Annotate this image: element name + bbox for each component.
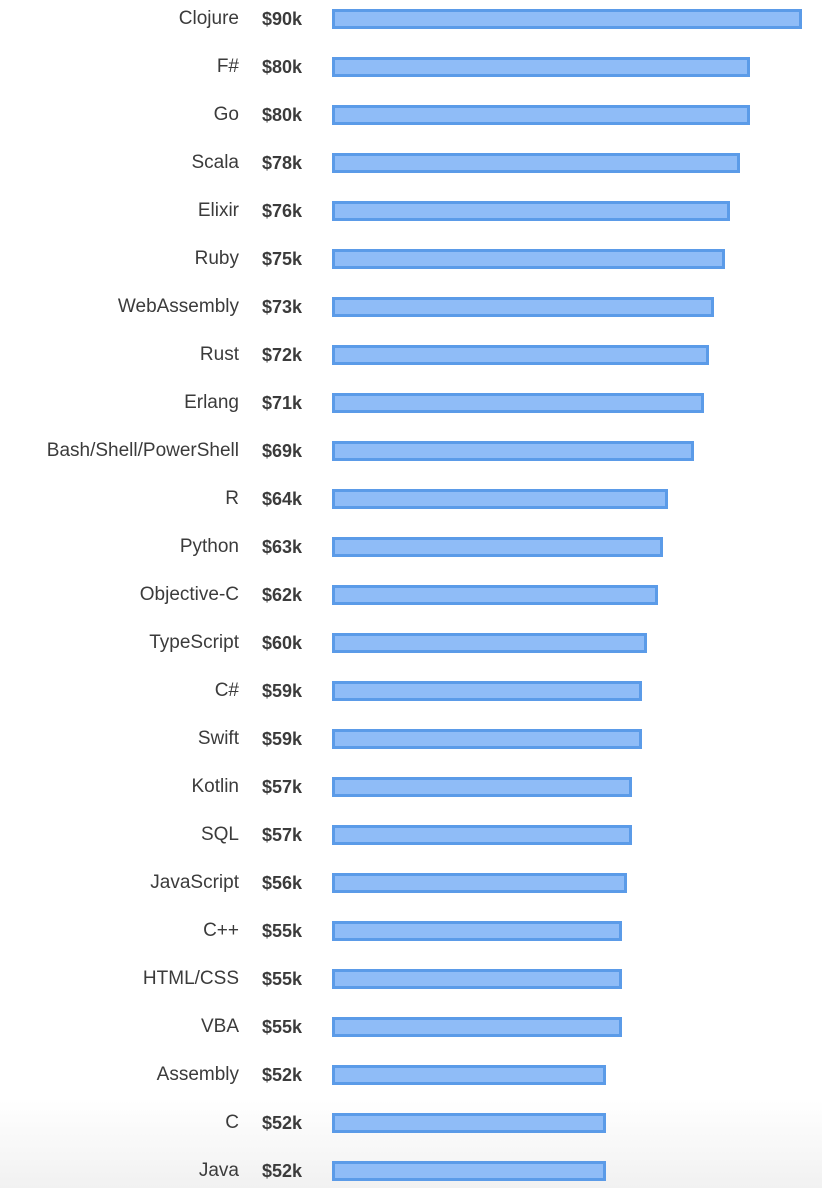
category-label: Elixir	[197, 200, 239, 221]
value-label: $60k	[262, 633, 303, 653]
salary-bar	[332, 57, 750, 77]
value-label: $80k	[262, 57, 303, 77]
category-label: R	[225, 488, 239, 509]
salary-bar	[332, 1161, 606, 1181]
value-label: $76k	[262, 201, 303, 221]
value-label: $64k	[262, 489, 303, 509]
value-label: $72k	[262, 345, 303, 365]
salary-bar	[332, 1065, 606, 1085]
category-label: Scala	[191, 152, 239, 173]
value-label: $62k	[262, 585, 303, 605]
salary-bar	[332, 969, 622, 989]
salary-bar	[332, 201, 730, 221]
value-label: $59k	[262, 729, 303, 749]
salary-bar	[332, 441, 694, 461]
salary-bar	[332, 633, 647, 653]
value-label: $63k	[262, 537, 303, 557]
value-label: $69k	[262, 441, 303, 461]
salary-bar	[332, 681, 642, 701]
salary-bar	[332, 105, 750, 125]
category-label: Erlang	[184, 392, 239, 413]
value-label: $52k	[262, 1161, 303, 1181]
value-label: $71k	[262, 393, 303, 413]
category-label: Clojure	[178, 8, 239, 29]
category-label: TypeScript	[149, 632, 239, 653]
salary-bar	[332, 537, 663, 557]
category-label: Bash/Shell/PowerShell	[46, 440, 239, 461]
category-label: C++	[203, 920, 239, 941]
value-label: $55k	[262, 921, 303, 941]
category-label: JavaScript	[150, 872, 239, 893]
category-label: Go	[213, 104, 239, 125]
value-label: $78k	[262, 153, 303, 173]
value-label: $57k	[262, 777, 303, 797]
category-label: WebAssembly	[117, 296, 239, 317]
salary-bar	[332, 921, 622, 941]
value-label: $75k	[262, 249, 303, 269]
salary-bar	[332, 825, 632, 845]
salary-bar	[332, 1017, 622, 1037]
salary-bar	[332, 153, 740, 173]
salary-bar	[332, 9, 802, 29]
value-label: $55k	[262, 969, 303, 989]
category-label: Python	[179, 536, 239, 557]
value-label: $52k	[262, 1113, 303, 1133]
salary-bar	[332, 873, 627, 893]
category-label: Kotlin	[191, 776, 239, 797]
value-label: $52k	[262, 1065, 303, 1085]
category-label: Assembly	[156, 1064, 239, 1085]
category-label: C#	[214, 680, 239, 701]
category-label: HTML/CSS	[142, 968, 239, 989]
category-label: Rust	[199, 344, 239, 365]
category-label: SQL	[200, 824, 239, 845]
salary-bar	[332, 345, 709, 365]
salary-bar	[332, 393, 704, 413]
category-label: Objective-C	[139, 584, 239, 605]
salary-bar	[332, 777, 632, 797]
category-label: Swift	[197, 728, 239, 749]
value-label: $56k	[262, 873, 303, 893]
value-label: $73k	[262, 297, 303, 317]
value-label: $55k	[262, 1017, 303, 1037]
salary-bar	[332, 1113, 606, 1133]
category-label: VBA	[200, 1016, 239, 1037]
category-label: F#	[216, 56, 239, 77]
salary-bar	[332, 249, 725, 269]
value-label: $57k	[262, 825, 303, 845]
salary-bar	[332, 297, 714, 317]
category-label: Ruby	[194, 248, 239, 269]
salary-bar	[332, 585, 658, 605]
value-label: $90k	[262, 9, 303, 29]
category-label: C	[225, 1112, 239, 1133]
value-label: $59k	[262, 681, 303, 701]
category-label: Java	[198, 1160, 239, 1181]
salary-bar	[332, 489, 668, 509]
salary-bar	[332, 729, 642, 749]
value-label: $80k	[262, 105, 303, 125]
